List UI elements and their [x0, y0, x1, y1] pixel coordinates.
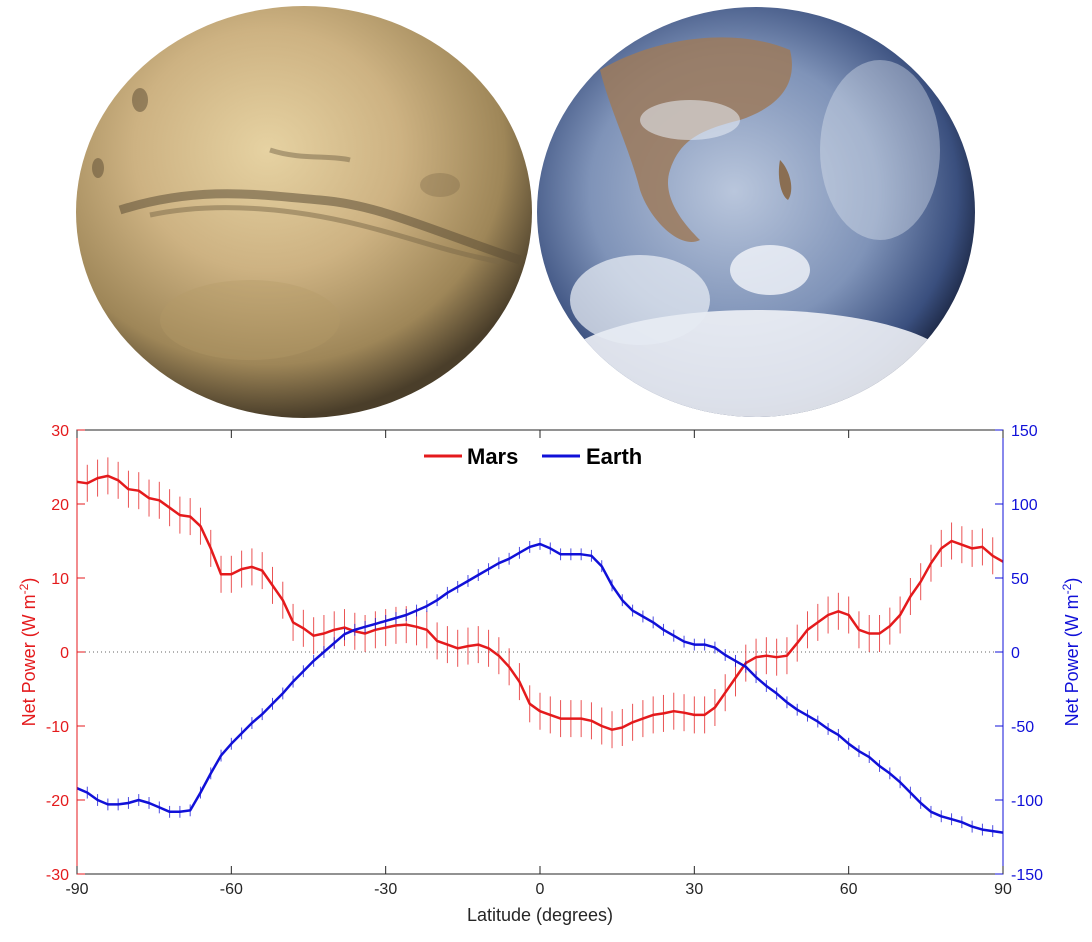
y-axis-label-left: Net Power (W m-2) [17, 578, 39, 727]
x-tick-label: 90 [994, 881, 1012, 898]
y-tick-label-right: 50 [1011, 571, 1029, 588]
legend: Mars Earth [424, 444, 642, 469]
y-tick-label-left: -20 [46, 793, 69, 810]
x-tick-label: 60 [840, 881, 858, 898]
series-earth [76, 538, 1004, 839]
y-axis-label-right-sup: -2 [1060, 583, 1074, 594]
series-line-mars [76, 474, 1004, 731]
y-tick-label-left: 0 [60, 645, 69, 662]
y-tick-label-right: -50 [1011, 719, 1034, 736]
x-tick-label: 30 [685, 881, 703, 898]
y-tick-label-right: 100 [1011, 497, 1038, 514]
legend-label-earth: Earth [586, 444, 642, 469]
x-tick-label: -30 [374, 881, 397, 898]
mars-globe [76, 6, 532, 418]
planet-images [76, 6, 975, 418]
y-tick-label-left: -10 [46, 719, 69, 736]
y-axis-label-right-close: ) [1062, 578, 1082, 584]
x-axis-label: Latitude (degrees) [467, 905, 613, 925]
y-tick-label-right: -100 [1011, 793, 1043, 810]
y-tick-label-left: -30 [46, 867, 69, 884]
y-axis-label-left-close: ) [19, 578, 39, 584]
x-tick-label: -90 [65, 881, 88, 898]
series-line-earth [76, 542, 1004, 834]
y-axis-label-right: Net Power (W m-2) [1060, 578, 1082, 727]
x-tick-label: 0 [536, 881, 545, 898]
y-tick-label-left: 10 [51, 571, 69, 588]
y-axis-label-left-sup: -2 [17, 583, 31, 594]
y-tick-label-right: 150 [1011, 423, 1038, 440]
series-layer [76, 457, 1004, 839]
series-mars [76, 457, 1004, 749]
y-tick-label-right: -150 [1011, 867, 1043, 884]
x-tick-label: -60 [220, 881, 243, 898]
legend-label-mars: Mars [467, 444, 518, 469]
plot-background [77, 430, 1003, 874]
y-tick-label-left: 20 [51, 497, 69, 514]
y-tick-label-right: 0 [1011, 645, 1020, 662]
axis-layer: -90 -60 -30 0 30 60 90-30-20-100102030-150-100… [46, 423, 1043, 898]
y-tick-label-left: 30 [51, 423, 69, 440]
y-axis-label-left-main: Net Power (W m [19, 594, 39, 726]
y-axis-label-right-main: Net Power (W m [1062, 594, 1082, 726]
